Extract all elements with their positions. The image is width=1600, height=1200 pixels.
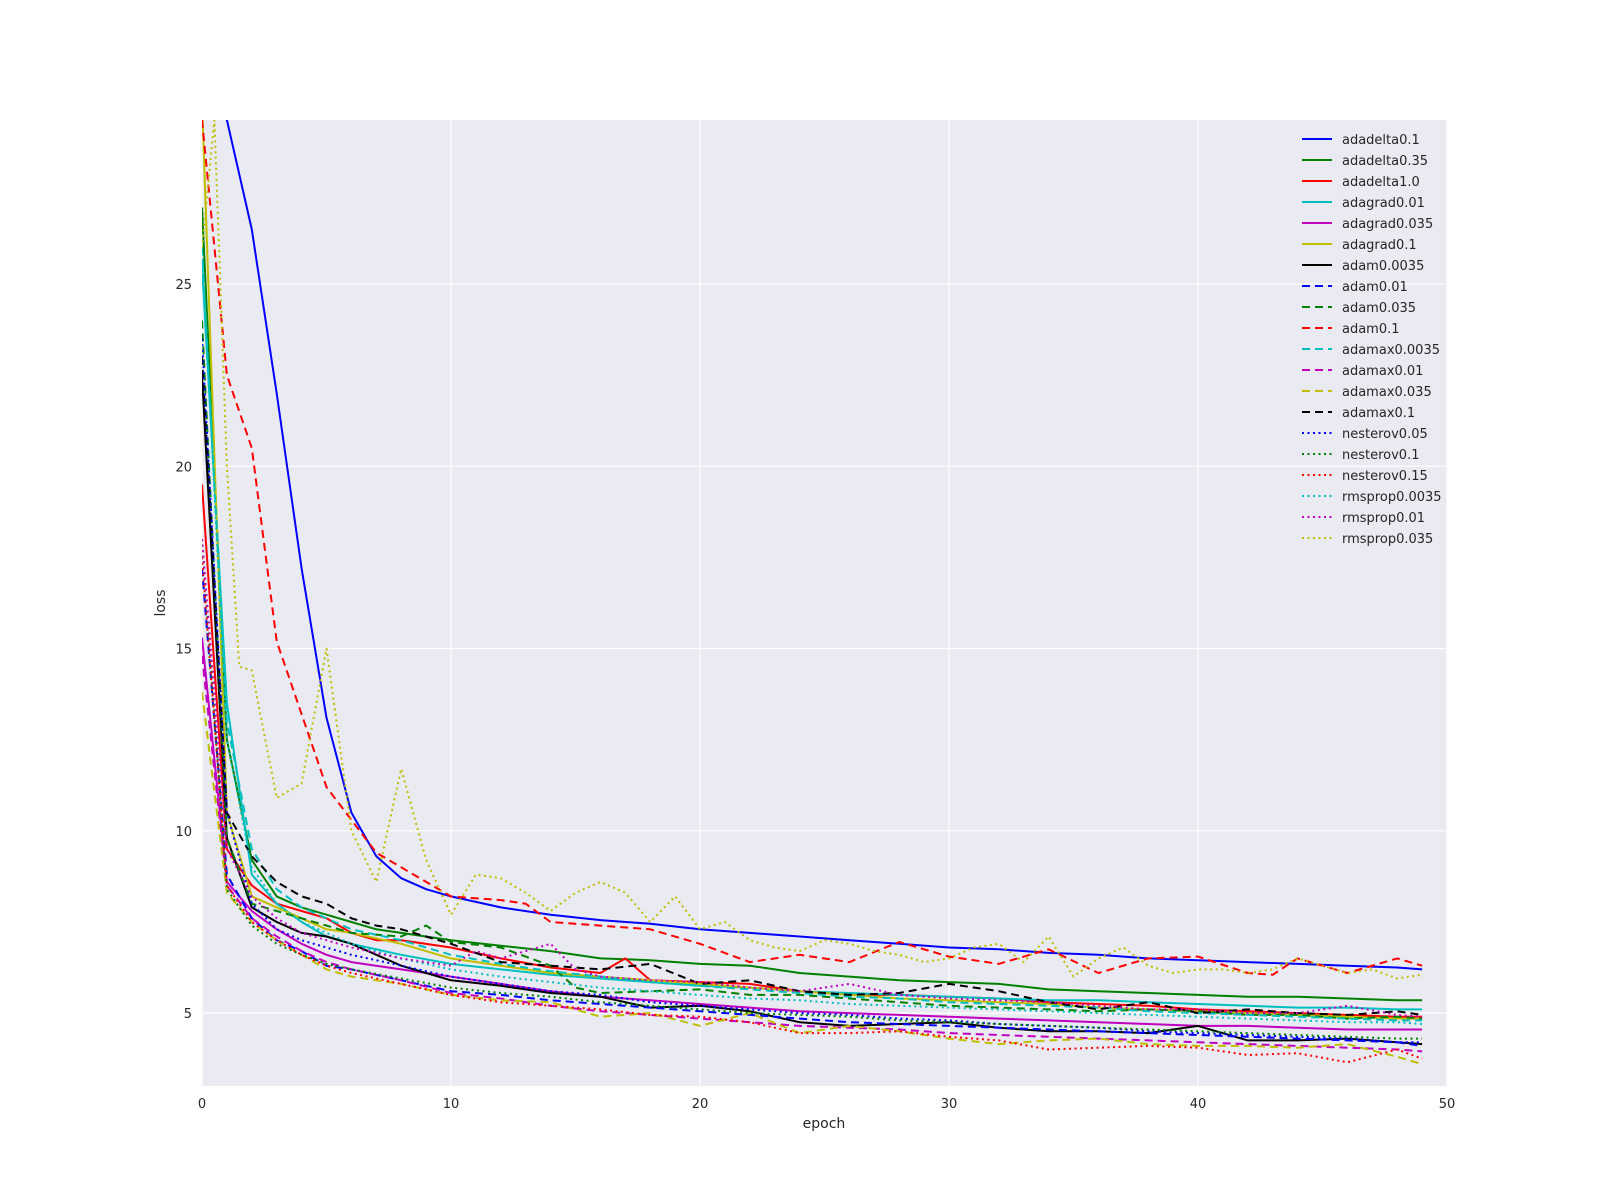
x-tick-label: 10 <box>443 1097 460 1112</box>
series-line-adadelta0.35 <box>202 207 1423 1002</box>
series-line-adadelta0.1 <box>225 120 1423 971</box>
legend-label: adadelta0.35 <box>1342 154 1428 169</box>
series-line-nesterov0.15 <box>202 557 1423 1064</box>
legend: adadelta0.1 adadelta0.35 adadelta1.0 adagra… <box>1302 133 1442 547</box>
legend-label: adam0.0035 <box>1342 259 1424 274</box>
y-tick-label: 10 <box>175 825 192 840</box>
legend-label: adam0.035 <box>1342 301 1416 316</box>
series-line-rmsprop0.0035 <box>202 247 1423 1025</box>
legend-label: rmsprop0.0035 <box>1342 490 1442 505</box>
x-axis-title: epoch <box>803 1116 846 1132</box>
series-line-adagrad0.035 <box>202 637 1423 1031</box>
legend-label: adamax0.1 <box>1342 406 1415 421</box>
series-line-adam0.1 <box>202 120 1423 976</box>
series-line-nesterov0.05 <box>202 338 1423 1044</box>
grid-lines <box>201 120 1448 1086</box>
y-tick-label: 25 <box>175 278 192 293</box>
series-group <box>202 120 1423 1066</box>
legend-label: adadelta1.0 <box>1342 175 1420 190</box>
plot-background <box>202 120 1447 1086</box>
legend-label: rmsprop0.01 <box>1342 511 1425 526</box>
series-line-adamax0.1 <box>202 356 1423 1016</box>
series-line-adam0.0035 <box>202 375 1423 1046</box>
series-line-rmsprop0.01 <box>202 539 1423 1018</box>
series-line-adamax0.035 <box>202 692 1423 1066</box>
legend-label: adamax0.0035 <box>1342 343 1440 358</box>
x-tick-label: 20 <box>692 1097 709 1112</box>
legend-label: adam0.01 <box>1342 280 1408 295</box>
x-tick-labels: 0 10 20 30 40 50 <box>198 1097 1455 1112</box>
legend-label: nesterov0.05 <box>1342 427 1428 442</box>
series-line-adam0.035 <box>202 320 1423 1020</box>
x-tick-label: 40 <box>1190 1097 1207 1112</box>
legend-label: adamax0.01 <box>1342 364 1423 379</box>
x-tick-label: 30 <box>941 1097 958 1112</box>
legend-label: adagrad0.035 <box>1342 217 1433 232</box>
y-tick-label: 15 <box>175 643 192 658</box>
y-tick-label: 5 <box>184 1007 192 1022</box>
y-tick-label: 20 <box>175 460 192 475</box>
legend-label: nesterov0.1 <box>1342 448 1420 463</box>
series-line-adamax0.0035 <box>202 247 1423 1022</box>
y-axis-title: loss <box>153 589 169 616</box>
series-line-adamax0.01 <box>202 655 1423 1053</box>
x-tick-label: 50 <box>1439 1097 1456 1112</box>
legend-label: adamax0.035 <box>1342 385 1432 400</box>
series-line-rmsprop0.035 <box>202 120 1423 980</box>
legend-label: rmsprop0.035 <box>1342 532 1433 547</box>
legend-label: adadelta0.1 <box>1342 133 1420 148</box>
legend-label: adagrad0.01 <box>1342 196 1425 211</box>
legend-label: adagrad0.1 <box>1342 238 1417 253</box>
series-line-adam0.01 <box>202 568 1423 1047</box>
x-tick-label: 0 <box>198 1097 206 1112</box>
legend-label: nesterov0.15 <box>1342 469 1428 484</box>
legend-label: adam0.1 <box>1342 322 1400 337</box>
y-tick-labels: 5 10 15 20 25 <box>175 278 192 1022</box>
series-line-nesterov0.1 <box>202 539 1423 1040</box>
